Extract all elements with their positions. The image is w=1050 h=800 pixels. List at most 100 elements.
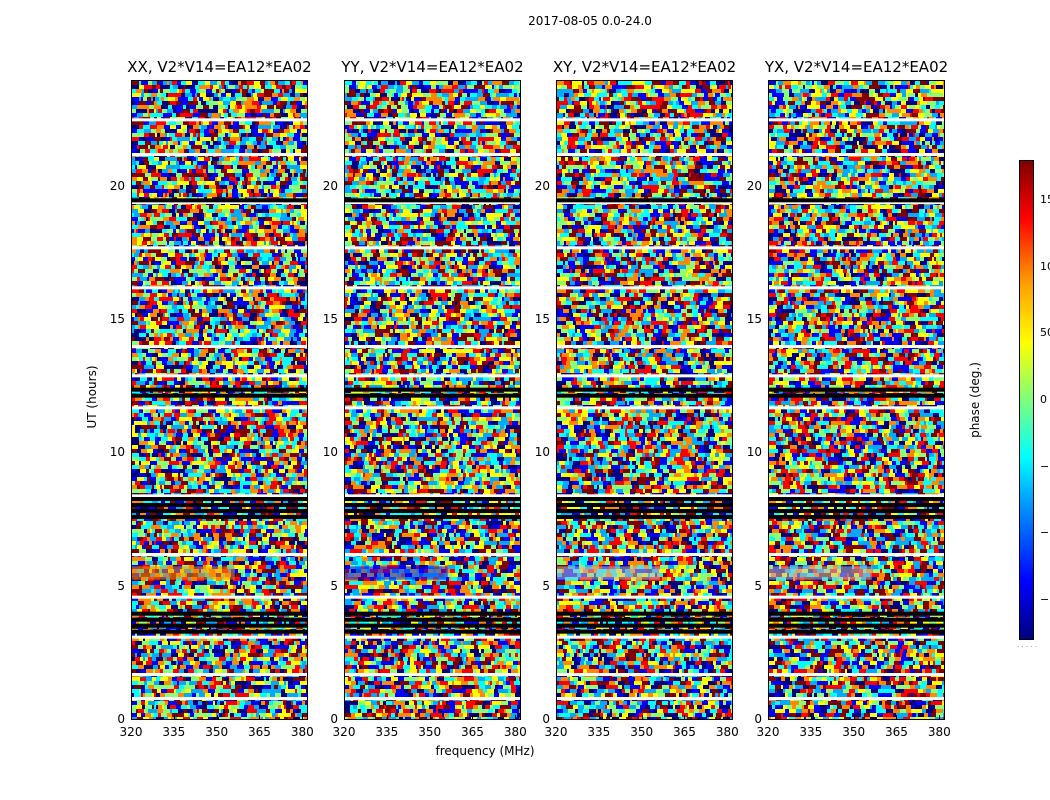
heatmap-cell (239, 425, 243, 429)
heatmap-cell (240, 113, 245, 117)
heatmap-cell (176, 217, 182, 221)
heatmap-cell (276, 305, 279, 309)
heatmap-cell (195, 385, 199, 389)
heatmap-cell (248, 253, 253, 257)
heatmap-cell (258, 481, 263, 485)
heatmap-cell (269, 149, 272, 153)
heatmap-cell (224, 481, 228, 485)
heatmap-cell (282, 409, 286, 413)
heatmap-cell (188, 377, 192, 381)
heatmap-cell (288, 305, 292, 309)
heatmap-cell (132, 477, 137, 481)
heatmap-cell (270, 533, 272, 537)
heatmap-cell (292, 181, 298, 185)
heatmap-cell (251, 209, 254, 213)
heatmap-cell (302, 409, 305, 413)
heatmap-cell (243, 85, 247, 89)
heatmap-cell (202, 309, 207, 313)
heatmap-cell (252, 377, 255, 381)
heatmap-cell (161, 349, 168, 353)
heatmap-cell (188, 473, 195, 477)
heatmap-cell (296, 385, 298, 389)
heatmap-cell (238, 273, 243, 277)
heatmap-cell (263, 541, 269, 545)
heatmap-cell (238, 477, 242, 481)
heatmap-cell (179, 89, 182, 93)
heatmap-cell (236, 385, 241, 389)
heatmap-cell (134, 377, 140, 381)
heatmap-cell (145, 465, 149, 469)
heatmap-cell (261, 437, 263, 441)
heatmap-cell (161, 173, 165, 177)
heatmap-cell (185, 397, 190, 401)
heatmap-cell (162, 121, 166, 125)
heatmap-cell (160, 333, 163, 337)
heatmap-cell (157, 397, 163, 401)
heatmap-cell (267, 137, 272, 141)
heatmap-cell (138, 401, 145, 405)
heatmap-cell (272, 397, 279, 401)
heatmap-cell (179, 485, 184, 489)
heatmap-cell (147, 109, 149, 113)
heatmap-cell (272, 401, 278, 405)
heatmap-cell (245, 129, 251, 133)
heatmap-cell (282, 89, 284, 93)
heatmap-cell (262, 337, 264, 341)
heatmap-cell (303, 549, 307, 553)
heatmap-cell (239, 133, 241, 137)
heatmap-cell (228, 193, 232, 197)
heatmap-cell (273, 133, 280, 137)
heatmap-cell (166, 141, 168, 145)
heatmap-cell (297, 337, 301, 341)
heatmap-cell (203, 317, 210, 321)
heatmap-cell (193, 161, 197, 165)
heatmap-cell (221, 141, 224, 145)
heatmap-cell (168, 97, 175, 101)
heatmap-cell (272, 333, 278, 337)
heatmap-cell (288, 177, 291, 181)
heatmap-cell (274, 365, 277, 369)
heatmap-cell (246, 549, 250, 553)
heatmap-cell (237, 165, 241, 169)
heatmap-cell (209, 97, 211, 101)
heatmap-cell (220, 417, 222, 421)
heatmap-cell (261, 385, 266, 389)
heatmap-cell (139, 409, 143, 413)
heatmap-cell (181, 81, 186, 85)
heatmap-cell (146, 353, 152, 357)
heatmap-cell (269, 241, 271, 245)
heatmap-cell (208, 549, 211, 553)
heatmap-cell (297, 537, 299, 541)
heatmap-cell (241, 261, 245, 265)
heatmap-cell (165, 341, 172, 345)
heatmap-cell (179, 213, 183, 217)
heatmap-cell (259, 265, 264, 269)
heatmap-cell (232, 537, 235, 541)
heatmap-cell (269, 181, 276, 185)
heatmap-cell (186, 269, 189, 273)
heatmap-cell (191, 481, 194, 485)
heatmap-cell (242, 237, 247, 241)
heatmap-cell (258, 445, 260, 449)
heatmap-cell (183, 213, 188, 217)
heatmap-cell (212, 537, 214, 541)
heatmap-cell (245, 121, 252, 125)
heatmap-cell (214, 421, 218, 425)
heatmap-cell (264, 341, 266, 345)
heatmap-cell (179, 353, 181, 357)
heatmap-cell (158, 289, 162, 293)
heatmap-cell (275, 413, 279, 417)
heatmap-cell (279, 221, 281, 225)
heatmap-cell (207, 225, 213, 229)
heatmap-cell (296, 429, 299, 433)
heatmap-cell (298, 173, 300, 177)
heatmap-cell (290, 149, 293, 153)
heatmap-cell (291, 549, 296, 553)
heatmap-cell (139, 457, 146, 461)
heatmap-cell (283, 321, 285, 325)
heatmap-cell (164, 385, 167, 389)
heatmap-cell (178, 149, 184, 153)
heatmap-cell (167, 181, 170, 185)
heatmap-cell (241, 385, 248, 389)
heatmap-cell (144, 413, 151, 417)
